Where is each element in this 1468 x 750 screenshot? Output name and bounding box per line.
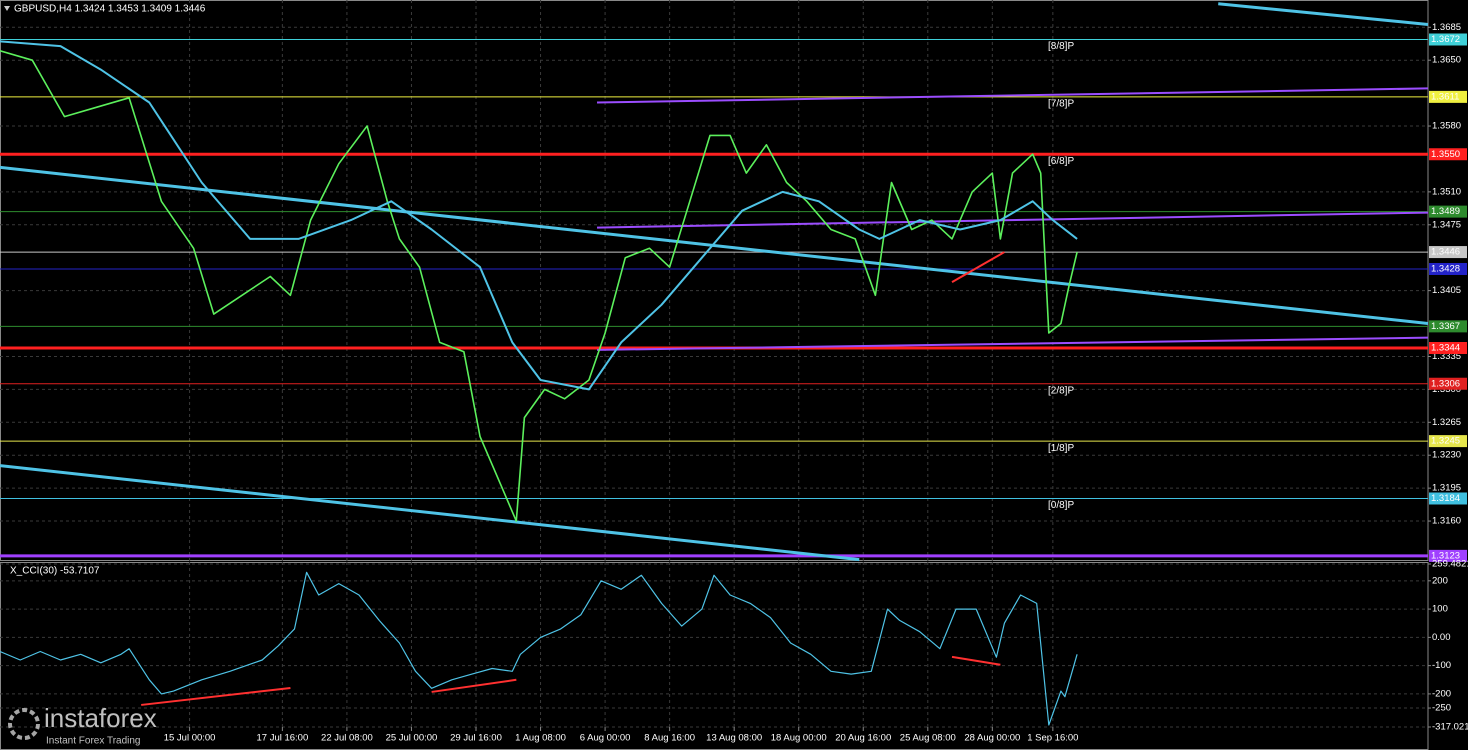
- murrey-label: [1/8]P: [1048, 443, 1074, 454]
- x-tick-label: 20 Aug 16:00: [835, 733, 891, 744]
- level-label-box: [1429, 148, 1467, 161]
- x-tick-label: 25 Aug 08:00: [900, 733, 956, 744]
- y-tick-label: 1.3580: [1432, 121, 1461, 132]
- series-line: [0, 571, 1078, 726]
- level-label-box: [1429, 90, 1467, 103]
- murrey-label: [2/8]P: [1048, 385, 1074, 396]
- level-label-box: [1429, 342, 1467, 355]
- y-tick-label: 1.3230: [1432, 450, 1461, 461]
- level-label-box: [1429, 205, 1467, 218]
- trend-line: [141, 686, 291, 706]
- y-tick-label: -250: [1432, 703, 1451, 714]
- level-label: 1.3123: [1431, 550, 1460, 561]
- y-tick-label: -100: [1432, 660, 1451, 671]
- level-label: 1.3489: [1431, 206, 1460, 217]
- murrey-label: [0/8]P: [1048, 500, 1074, 511]
- level-label-box: [1429, 549, 1467, 562]
- level-label-box: [1429, 33, 1467, 46]
- level-label: 1.3550: [1431, 149, 1460, 160]
- level-label: 1.3367: [1431, 321, 1460, 332]
- y-tick-label: 259.4821: [1432, 559, 1468, 570]
- y-tick-label: -200: [1432, 688, 1451, 699]
- watermark-tagline: Instant Forex Trading: [46, 736, 141, 747]
- level-label-box: [1429, 435, 1467, 448]
- x-tick-label: 8 Aug 16:00: [644, 733, 695, 744]
- level-label-box: [1429, 320, 1467, 333]
- series-line: [0, 40, 1078, 391]
- menu-arrow: [4, 6, 10, 11]
- y-tick-label: 1.3685: [1432, 22, 1461, 33]
- y-tick-label: 0.00: [1432, 632, 1451, 643]
- level-label: 1.3672: [1431, 34, 1460, 45]
- trend-line: [596, 87, 1429, 104]
- y-tick-label: 1.3510: [1432, 186, 1461, 197]
- y-tick-label: 1.3650: [1432, 55, 1461, 66]
- y-tick-label: -317.0216: [1432, 722, 1468, 733]
- x-tick-label: 17 Jul 16:00: [256, 733, 308, 744]
- y-tick-label: 1.3195: [1432, 483, 1461, 494]
- level-label: 1.3344: [1431, 343, 1460, 354]
- trend-line: [0, 464, 860, 562]
- level-label: 1.3245: [1431, 436, 1460, 447]
- chart-title: GBPUSD,H4 1.3424 1.3453 1.3409 1.3446: [14, 4, 206, 15]
- watermark-brand: instaforex: [44, 703, 157, 733]
- x-tick-label: 28 Aug 00:00: [964, 733, 1020, 744]
- level-label: 1.3446: [1431, 247, 1460, 258]
- x-tick-label: 15 Jul 00:00: [164, 733, 216, 744]
- trend-line: [951, 655, 1001, 666]
- murrey-label: [6/8]P: [1048, 156, 1074, 167]
- x-tick-label: 29 Jul 16:00: [450, 733, 502, 744]
- y-tick-label: 1.3405: [1432, 285, 1461, 296]
- x-tick-label: 22 Jul 08:00: [321, 733, 373, 744]
- trend-line: [951, 251, 1005, 284]
- level-label: 1.3184: [1431, 493, 1460, 504]
- x-tick-label: 1 Sep 16:00: [1027, 733, 1078, 744]
- y-tick-label: 1.3335: [1432, 351, 1461, 362]
- level-label: 1.3611: [1431, 91, 1459, 102]
- watermark: instaforex Instant Forex Trading: [8, 703, 157, 747]
- x-tick-label: 6 Aug 00:00: [580, 733, 631, 744]
- trend-line: [431, 678, 517, 693]
- level-label-box: [1429, 492, 1467, 505]
- y-tick-label: 1.3265: [1432, 417, 1461, 428]
- x-tick-label: 18 Aug 00:00: [771, 733, 827, 744]
- trend-line: [596, 211, 1429, 229]
- trend-line: [1218, 2, 1429, 26]
- indicator-title: X_CCI(30) -53.7107: [10, 566, 100, 577]
- series-line: [0, 50, 1078, 522]
- y-tick-label: 1.3160: [1432, 516, 1461, 527]
- level-label-box: [1429, 246, 1467, 259]
- level-label: 1.3428: [1431, 264, 1460, 275]
- watermark-logo: [8, 708, 40, 740]
- level-label-box: [1429, 377, 1467, 390]
- y-tick-label: 200: [1432, 575, 1448, 586]
- x-tick-label: 13 Aug 08:00: [706, 733, 762, 744]
- murrey-label: [8/8]P: [1048, 41, 1074, 52]
- x-tick-label: 1 Aug 08:00: [515, 733, 566, 744]
- y-tick-label: 1.3475: [1432, 219, 1461, 230]
- level-label: 1.3306: [1431, 378, 1460, 389]
- trend-line: [597, 336, 1429, 351]
- murrey-label: [7/8]P: [1048, 99, 1074, 110]
- level-label-box: [1429, 262, 1467, 275]
- x-tick-label: 25 Jul 00:00: [386, 733, 438, 744]
- panel-frame: [0, 0, 1429, 561]
- y-tick-label: 100: [1432, 604, 1448, 615]
- trend-line: [0, 165, 1429, 326]
